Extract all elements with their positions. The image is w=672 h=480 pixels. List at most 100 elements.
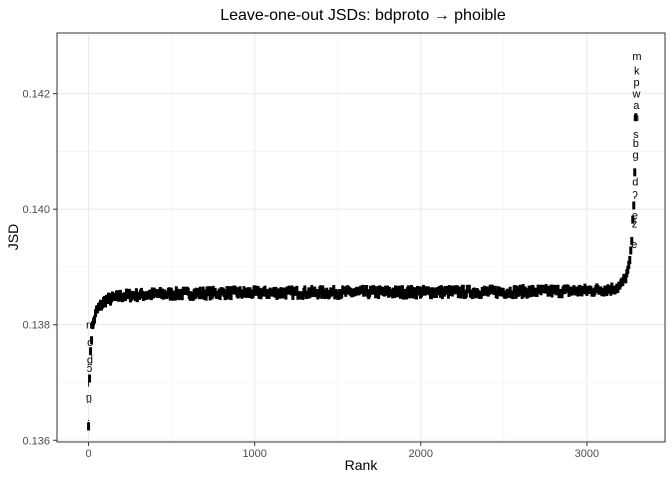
- data-point: [209, 286, 213, 295]
- data-point: [168, 292, 172, 301]
- data-point: [133, 293, 137, 302]
- point-label: e: [631, 239, 637, 251]
- data-point: [519, 285, 523, 294]
- data-point: [173, 292, 177, 301]
- data-point: [526, 289, 530, 298]
- data-point: [514, 290, 518, 299]
- point-label: ɔ: [87, 363, 93, 375]
- plot-panel: [57, 33, 665, 442]
- data-point: [386, 285, 390, 294]
- point-label: d̪: [87, 354, 93, 366]
- data-point: [400, 289, 404, 298]
- y-tick-label: 0.138: [22, 320, 50, 332]
- data-point: [208, 292, 212, 301]
- x-tick-label: 1000: [242, 448, 266, 460]
- data-point: [407, 285, 411, 294]
- point-label: n̪: [86, 392, 92, 404]
- data-point: [104, 299, 108, 308]
- data-point: [284, 291, 288, 300]
- x-tick-label: 0: [86, 448, 92, 460]
- data-point: [624, 275, 628, 284]
- point-label: m: [632, 51, 641, 63]
- data-point: [633, 168, 637, 177]
- data-point: [398, 285, 402, 294]
- data-point: [218, 292, 222, 301]
- point-label: ʔ: [632, 190, 638, 202]
- point-label: m: [86, 320, 95, 332]
- data-point: [225, 286, 229, 295]
- data-point: [495, 290, 499, 299]
- data-point: [224, 291, 228, 300]
- point-label: a: [633, 100, 640, 112]
- data-point: [251, 290, 255, 299]
- data-point: [201, 286, 205, 295]
- data-point: [630, 236, 634, 245]
- point-label: n: [633, 112, 639, 124]
- data-point: [493, 285, 497, 294]
- data-point: [467, 284, 471, 293]
- point-label: e̞: [632, 210, 638, 222]
- data-point: [332, 284, 336, 293]
- data-point: [340, 290, 344, 299]
- data-point: [127, 288, 131, 297]
- data-point: [204, 292, 208, 301]
- data-point: [409, 290, 413, 299]
- data-point: [180, 292, 184, 301]
- y-axis: 0.136 0.138 0.140 0.142: [22, 89, 57, 447]
- chart-title: Leave-one-out JSDs: bdproto → phoible: [220, 7, 506, 24]
- data-point: [634, 113, 638, 122]
- data-point: [228, 286, 232, 295]
- data-point: [405, 291, 409, 300]
- data-point: [365, 284, 369, 293]
- y-tick-label: 0.140: [22, 204, 50, 216]
- point-label: g: [633, 149, 639, 161]
- data-point: [627, 260, 631, 269]
- data-point: [229, 292, 233, 301]
- data-point: [191, 292, 195, 301]
- data-point: [377, 290, 381, 299]
- data-point: [556, 284, 560, 293]
- data-point: [376, 286, 380, 295]
- data-point: [513, 285, 517, 294]
- point-label: s: [633, 129, 639, 141]
- data-point: [301, 291, 305, 300]
- x-tick-label: 2000: [409, 448, 433, 460]
- data-point: [413, 287, 417, 296]
- data-point: [393, 290, 397, 299]
- data-point: [631, 215, 635, 224]
- data-point: [459, 290, 463, 299]
- data-point: [295, 285, 299, 294]
- data-point: [197, 291, 201, 300]
- data-point: [626, 265, 630, 274]
- data-points: [87, 113, 638, 431]
- data-point: [303, 285, 307, 294]
- data-point: [446, 290, 450, 299]
- data-point: [373, 286, 377, 295]
- point-label: w: [631, 89, 640, 101]
- minor-gridlines: [57, 33, 665, 442]
- data-point: [88, 374, 92, 383]
- data-point: [455, 285, 459, 294]
- point-label: r: [87, 377, 91, 389]
- point-label: k: [634, 66, 640, 78]
- data-point: [93, 315, 97, 324]
- data-point: [401, 285, 405, 294]
- data-point: [621, 278, 625, 287]
- data-point: [417, 286, 421, 295]
- data-point: [632, 201, 636, 210]
- point-label: p: [634, 77, 640, 89]
- data-point: [464, 289, 468, 298]
- data-point: [290, 285, 294, 294]
- x-tick-label: 3000: [575, 448, 599, 460]
- data-point: [89, 347, 93, 356]
- data-point: [440, 291, 444, 300]
- x-axis: 0 1000 2000 3000: [86, 442, 599, 460]
- data-point: [169, 287, 173, 296]
- data-point: [210, 291, 214, 300]
- data-point: [629, 246, 633, 255]
- data-point: [174, 286, 178, 295]
- data-point: [317, 290, 321, 299]
- data-point: [438, 289, 442, 298]
